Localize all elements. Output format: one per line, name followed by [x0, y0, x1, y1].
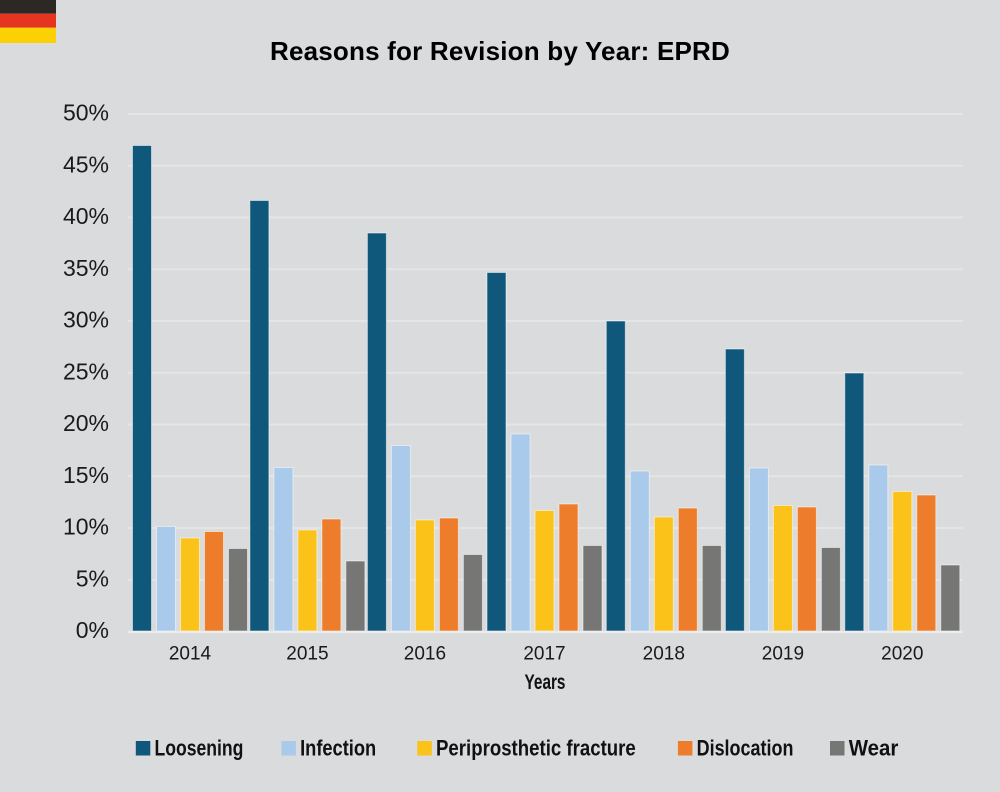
svg-text:10%: 10%	[63, 514, 109, 540]
svg-text:Reasons for Revision by Year:: Reasons for Revision by Year: EPRD	[270, 36, 730, 66]
svg-text:25%: 25%	[63, 358, 109, 384]
svg-text:2014: 2014	[169, 644, 212, 665]
svg-text:Dislocation: Dislocation	[697, 737, 794, 761]
svg-text:Periprosthetic fracture: Periprosthetic fracture	[436, 737, 636, 761]
svg-text:40%: 40%	[63, 203, 109, 229]
svg-text:Loosening: Loosening	[155, 737, 244, 761]
svg-text:15%: 15%	[63, 462, 109, 488]
svg-text:2020: 2020	[881, 644, 923, 665]
svg-text:0%: 0%	[76, 617, 109, 643]
svg-text:50%: 50%	[63, 100, 109, 126]
svg-text:2016: 2016	[404, 644, 446, 665]
svg-text:2018: 2018	[643, 644, 685, 665]
svg-text:2015: 2015	[286, 644, 328, 665]
svg-text:5%: 5%	[76, 565, 109, 591]
svg-text:45%: 45%	[63, 151, 109, 177]
svg-text:2017: 2017	[523, 644, 565, 665]
svg-text:2019: 2019	[762, 644, 804, 665]
svg-text:35%: 35%	[63, 255, 109, 281]
svg-text:Years: Years	[525, 670, 566, 694]
svg-text:20%: 20%	[63, 410, 109, 436]
svg-text:30%: 30%	[63, 307, 109, 333]
svg-text:Infection: Infection	[300, 737, 376, 761]
svg-text:Wear: Wear	[849, 736, 899, 761]
